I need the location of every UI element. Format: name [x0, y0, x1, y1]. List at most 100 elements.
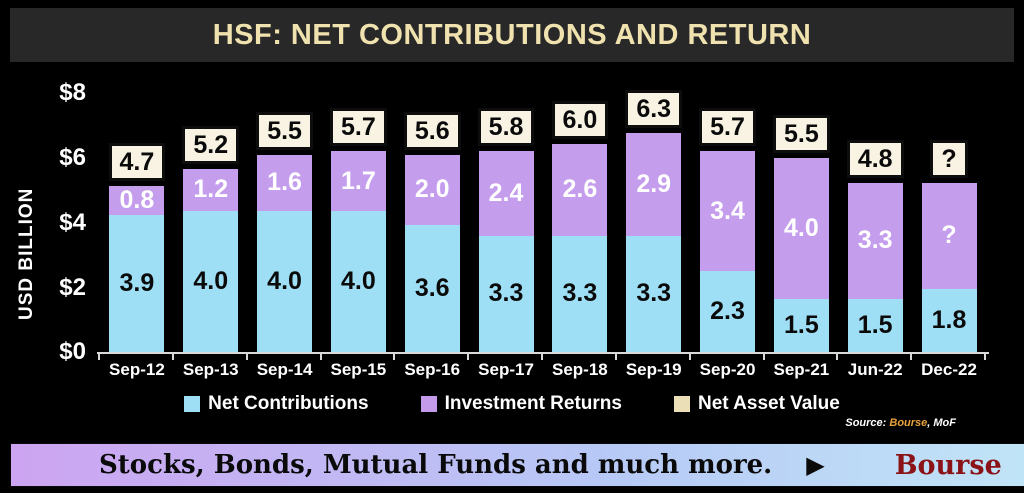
investment-returns-segment: 2.0 [404, 154, 460, 226]
bar-column: 5.6 2.0 3.6 [395, 111, 469, 352]
bar-column: 4.7 0.8 3.9 [100, 143, 174, 352]
net-contributions-swatch-icon [184, 396, 201, 412]
x-tick-label: Sep-14 [256, 360, 313, 379]
promo-banner[interactable]: Stocks, Bonds, Mutual Funds and much mor… [10, 443, 1024, 487]
axis-tick [171, 352, 174, 360]
y-tick-label: $2 [59, 274, 86, 301]
net-contributions-segment: 3.9 [109, 214, 165, 352]
investment-returns-segment: ? [921, 182, 977, 289]
y-tick-label: $4 [59, 209, 86, 236]
play-arrow-icon: ▶ [806, 451, 825, 479]
axis-tick [762, 352, 765, 360]
x-axis-labels: Sep-12 Sep-13 Sep-14 Sep-15 Sep-16 Sep-17 Sep-… [100, 360, 986, 380]
bar-column: 5.5 4.0 1.5 [764, 115, 838, 352]
legend-item-net-contributions: Net Contributions [184, 393, 369, 415]
x-tick-label: Sep-18 [552, 360, 608, 379]
x-tick-label: Sep-13 [182, 360, 239, 379]
investment-returns-segment: 1.7 [330, 151, 386, 211]
net-contributions-segment: 4.0 [257, 211, 313, 352]
x-tick-label: Sep-20 [699, 360, 756, 379]
bar-column: 5.8 2.4 3.3 [469, 108, 543, 352]
net-contributions-segment: 4.0 [330, 211, 386, 352]
axis-tick [393, 352, 396, 360]
investment-returns-swatch-icon [420, 396, 437, 412]
net-asset-value-box: 5.8 [477, 108, 535, 147]
net-asset-value-box: 5.5 [772, 115, 830, 154]
investment-returns-segment: 3.4 [700, 151, 756, 271]
net-contributions-segment: 4.0 [183, 211, 239, 352]
net-asset-value-box: 5.7 [330, 108, 387, 147]
axis-tick [688, 352, 691, 360]
legend-label: Investment Returns [444, 393, 622, 414]
net-asset-value-box: 6.3 [625, 90, 683, 129]
investment-returns-segment: 3.3 [847, 182, 903, 300]
legend-label: Net Contributions [208, 393, 369, 414]
net-asset-value-box: 6.0 [551, 101, 609, 140]
net-contributions-segment: 1.5 [847, 299, 903, 352]
bar-column: 6.0 2.6 3.3 [543, 101, 617, 352]
investment-returns-segment: 2.9 [626, 133, 682, 236]
bar-column: 5.2 1.2 4.0 [174, 125, 248, 352]
bar-column: 4.8 3.3 1.5 [838, 139, 912, 352]
legend-label: Net Asset Value [697, 393, 840, 414]
axis-tick [836, 352, 839, 360]
source-suffix: , MoF [927, 417, 956, 429]
legend-item-net-asset-value: Net Asset Value [673, 393, 840, 415]
source-prefix: Source: [845, 417, 890, 429]
x-tick-label: Sep-16 [404, 360, 461, 379]
net-asset-value-swatch-icon [673, 396, 690, 412]
axis-tick [614, 352, 617, 360]
investment-returns-segment: 2.6 [552, 144, 608, 236]
net-asset-value-box: 5.5 [256, 111, 313, 150]
bar-column: 5.5 1.6 4.0 [248, 111, 322, 352]
bar-column: 5.7 3.4 2.3 [691, 108, 765, 352]
legend-item-investment-returns: Investment Returns [420, 393, 622, 415]
investment-returns-segment: 1.2 [183, 168, 239, 211]
net-asset-value-box: 4.7 [108, 143, 166, 182]
x-tick-label: Jun-22 [847, 360, 903, 379]
net-contributions-segment: 1.8 [921, 288, 977, 352]
axis-tick [245, 352, 248, 360]
axis-tick [910, 352, 913, 360]
page-title: HSF: NET CONTRIBUTIONS AND RETURN [212, 18, 812, 51]
source-note: Source: Bourse, MoF [845, 417, 956, 429]
net-asset-value-box: 5.2 [182, 125, 240, 164]
net-asset-value-box: ? [930, 139, 968, 178]
title-bar: HSF: NET CONTRIBUTIONS AND RETURN [10, 8, 1014, 62]
net-asset-value-box: 5.6 [403, 111, 461, 150]
x-tick-label: Dec-22 [921, 360, 977, 379]
axis-tick [467, 352, 470, 360]
axis-tick [98, 352, 100, 360]
x-tick-label: Sep-17 [478, 360, 534, 379]
x-tick-label: Sep-15 [330, 360, 387, 379]
axis-tick [319, 352, 322, 360]
x-axis-line [97, 352, 989, 354]
net-contributions-segment: 3.6 [404, 225, 460, 352]
y-tick-label: $0 [59, 338, 86, 365]
source-brand: Bourse [889, 417, 928, 429]
axis-tick [541, 352, 543, 360]
plot-area: 4.7 0.8 3.9 5.2 1.2 4.0 5.5 1.6 4.0 5.7 1.7 4.0 5.6 2… [100, 70, 986, 352]
net-asset-value-box: 5.7 [699, 108, 756, 147]
net-contributions-segment: 3.3 [478, 235, 534, 352]
bar-column: 6.3 2.9 3.3 [617, 90, 691, 352]
net-contributions-segment: 3.3 [626, 235, 682, 352]
net-contributions-segment: 3.3 [552, 235, 608, 352]
banner-brand: Bourse [894, 449, 1002, 481]
axis-tick [984, 352, 986, 360]
x-tick-label: Sep-19 [625, 360, 682, 379]
net-contributions-segment: 2.3 [700, 270, 756, 352]
y-tick-label: $8 [59, 79, 86, 106]
investment-returns-segment: 4.0 [773, 158, 829, 300]
y-tick-label: $6 [59, 144, 86, 171]
chart-legend: Net Contributions Investment Returns Net… [0, 393, 1024, 415]
banner-text: Stocks, Bonds, Mutual Funds and much mor… [99, 450, 773, 480]
investment-returns-segment: 1.6 [257, 154, 313, 211]
investment-returns-segment: 0.8 [109, 186, 165, 215]
bar-column: 5.7 1.7 4.0 [321, 108, 395, 352]
x-tick-label: Sep-12 [109, 360, 165, 379]
net-contributions-segment: 1.5 [773, 299, 829, 352]
investment-returns-segment: 2.4 [478, 151, 534, 236]
bar-column: ?? 1.8 [912, 139, 986, 352]
